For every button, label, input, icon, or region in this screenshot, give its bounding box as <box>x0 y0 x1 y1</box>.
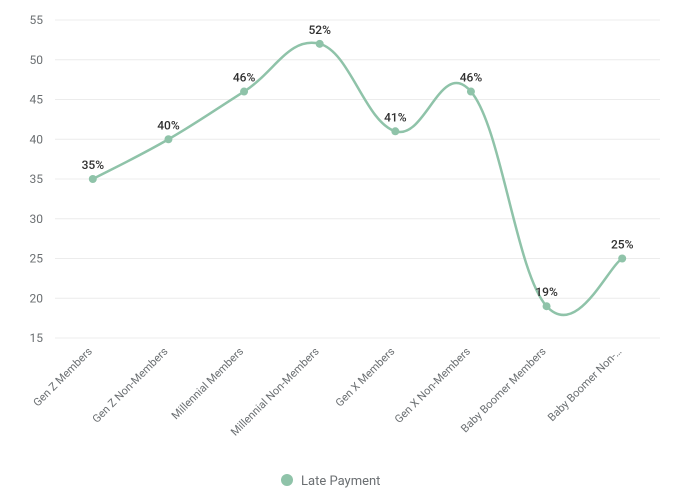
x-tick-label: Gen Z Non-Members <box>90 345 171 426</box>
data-point <box>316 40 324 48</box>
line-chart: 15 20 25 30 35 40 45 50 55 35% 40% 46% 52% 41% 46% 19%… <box>0 0 678 502</box>
legend-dot-icon <box>281 474 293 486</box>
y-axis: 15 20 25 30 35 40 45 50 55 <box>30 13 44 345</box>
x-axis: Gen Z MembersGen Z Non-MembersMillennial… <box>31 345 625 439</box>
y-tick-label: 30 <box>30 212 44 226</box>
data-point <box>240 88 248 96</box>
x-tick-label: Gen Z Members <box>31 345 96 410</box>
data-point <box>467 88 475 96</box>
x-tick-label: Baby Boomer Non-… <box>545 345 624 424</box>
data-point <box>89 175 97 183</box>
y-tick-label: 20 <box>30 291 44 305</box>
x-tick-label: Baby Boomer Members <box>458 345 549 436</box>
value-label: 41% <box>384 110 407 124</box>
y-tick-label: 15 <box>30 331 44 345</box>
value-label: 19% <box>535 285 558 299</box>
gridlines <box>55 20 660 338</box>
value-label: 52% <box>308 23 331 37</box>
y-tick-label: 50 <box>30 53 44 67</box>
legend-label: Late Payment <box>301 474 380 489</box>
data-point <box>543 302 551 310</box>
value-label: 46% <box>460 71 483 85</box>
value-labels: 35% 40% 46% 52% 41% 46% 19% 25% <box>82 23 634 299</box>
data-point <box>618 255 626 263</box>
chart-container: 15 20 25 30 35 40 45 50 55 35% 40% 46% 52% 41% 46% 19%… <box>0 0 678 502</box>
value-label: 40% <box>157 118 180 132</box>
legend: Late Payment <box>281 474 380 489</box>
x-tick-label: Gen X Non-Members <box>392 345 473 426</box>
value-label: 46% <box>233 71 256 85</box>
y-tick-label: 35 <box>30 172 44 186</box>
data-point <box>164 135 172 143</box>
y-tick-label: 55 <box>30 13 44 27</box>
x-tick-label: Gen X Members <box>333 345 398 410</box>
y-tick-label: 40 <box>30 132 44 146</box>
value-label: 35% <box>82 158 105 172</box>
x-tick-label: Millennial Members <box>169 345 246 422</box>
x-tick-label: Millennial Non-Members <box>228 345 322 439</box>
data-point <box>391 127 399 135</box>
series-points <box>89 40 626 310</box>
y-tick-label: 45 <box>30 93 44 107</box>
y-tick-label: 25 <box>30 252 44 266</box>
value-label: 25% <box>611 238 634 252</box>
